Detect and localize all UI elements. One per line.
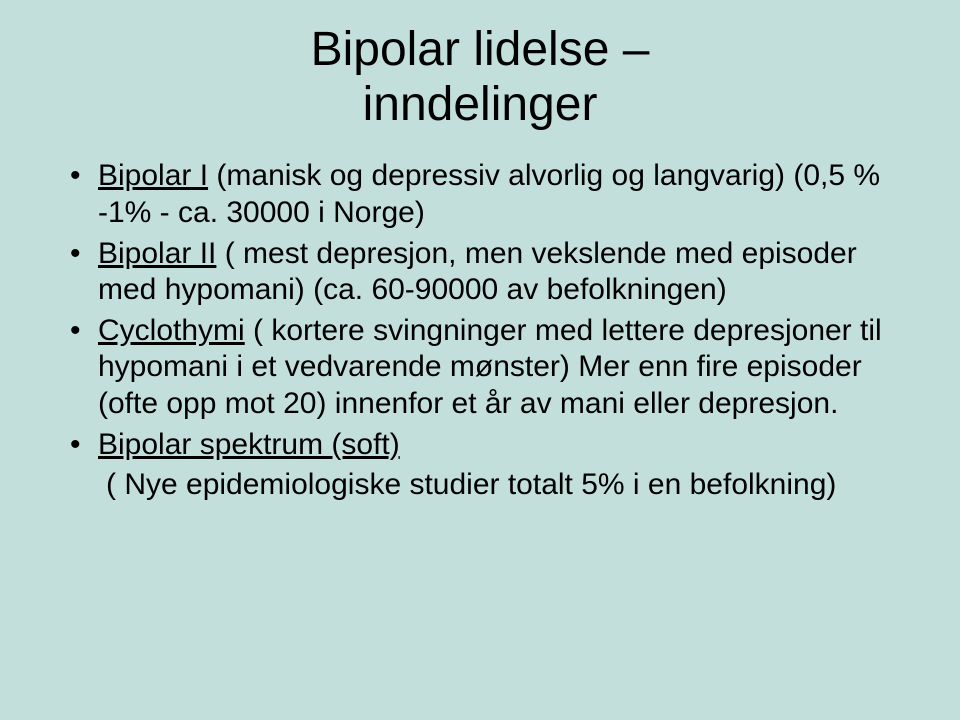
title-line2: inndelinger <box>363 78 598 131</box>
title-line1: Bipolar lidelse – <box>311 23 650 76</box>
rest: (manisk og depressiv alvorlig og langvar… <box>98 159 880 229</box>
term: Cyclothymi <box>98 314 245 347</box>
list-item: Bipolar spektrum (soft) <box>60 427 900 464</box>
term: Bipolar spektrum (soft) <box>98 428 400 461</box>
sub-line: ( Nye epidemiologiske studier totalt 5% … <box>60 467 900 504</box>
list-item: Bipolar I (manisk og depressiv alvorlig … <box>60 158 900 231</box>
slide-title: Bipolar lidelse – inndelinger <box>60 22 900 132</box>
term: Bipolar II <box>98 237 216 270</box>
bullet-list: Bipolar I (manisk og depressiv alvorlig … <box>60 158 900 463</box>
term: Bipolar I <box>98 159 208 192</box>
list-item: Bipolar II ( mest depresjon, men vekslen… <box>60 236 900 309</box>
list-item: Cyclothymi ( kortere svingninger med let… <box>60 313 900 423</box>
